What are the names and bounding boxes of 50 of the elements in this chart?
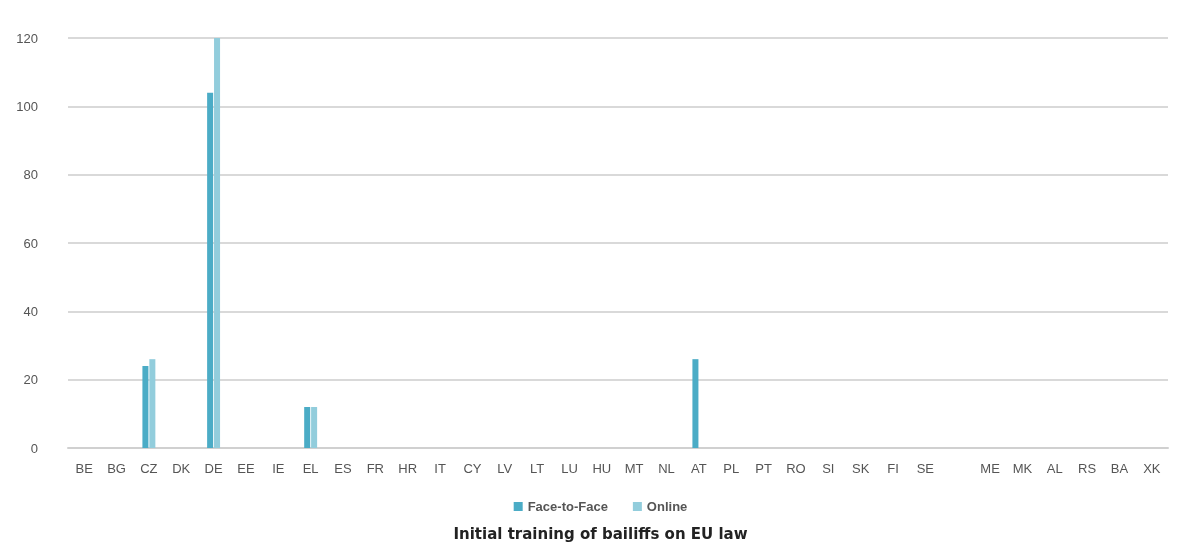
x-tick-label: BG [107, 461, 126, 476]
x-tick-label: EL [302, 461, 319, 476]
x-tick-label: LU [561, 461, 578, 476]
x-tick-label: EE [237, 461, 255, 476]
bar [304, 407, 311, 448]
bar [149, 359, 156, 448]
bar [214, 38, 221, 448]
y-tick-label: 20 [23, 372, 38, 388]
x-tick-label: CZ [140, 461, 158, 476]
x-tick-label: SE [916, 461, 935, 476]
bar [311, 407, 318, 448]
x-tick-label: IT [434, 461, 446, 476]
y-tick-label: 80 [23, 167, 38, 183]
x-tick-label: PL [723, 461, 740, 476]
y-tick-label: 40 [23, 303, 38, 319]
x-tick-label: NL [658, 461, 675, 476]
y-tick-label: 100 [16, 98, 38, 114]
text: Initial training of bailiffs on EU law [453, 524, 748, 543]
x-tick-label: LV [497, 461, 513, 476]
bar [692, 359, 699, 448]
x-tick-label: FR [366, 461, 385, 476]
legend-label: Online [646, 499, 688, 514]
x-tick-label: SI [822, 461, 835, 476]
legend-label: Face-to-Face [527, 499, 608, 514]
x-tick-label: AT [691, 461, 707, 476]
x-tick-label: MK [1012, 461, 1033, 476]
x-tick-label: BE [75, 461, 94, 476]
x-tick-label: ES [334, 461, 352, 476]
x-tick-label: MT [624, 461, 644, 476]
x-tick-label: RS [1078, 461, 1097, 476]
x-tick-label: LT [530, 461, 545, 476]
x-tick-label: RO [786, 461, 806, 476]
x-tick-label: XK [1143, 461, 1161, 476]
y-tick-label: 120 [16, 30, 38, 46]
x-tick-label: HR [398, 461, 418, 476]
x-tick-label: DE [204, 461, 223, 476]
bar [207, 92, 214, 448]
y-tick-label: 60 [23, 235, 38, 251]
x-tick-label: SK [851, 461, 870, 476]
x-tick-label: HU [592, 461, 612, 476]
x-tick-label: CY [463, 461, 482, 476]
x-tick-label: AL [1046, 461, 1063, 476]
bar [142, 366, 149, 448]
x-tick-label: IE [272, 461, 285, 476]
x-tick-label: FI [887, 461, 899, 476]
x-tick-label: PT [755, 461, 772, 476]
x-tick-label: DK [172, 461, 191, 476]
y-tick-label: 0 [30, 440, 38, 456]
x-tick-label: BA [1110, 461, 1129, 476]
x-tick-label: ME [980, 461, 1001, 476]
